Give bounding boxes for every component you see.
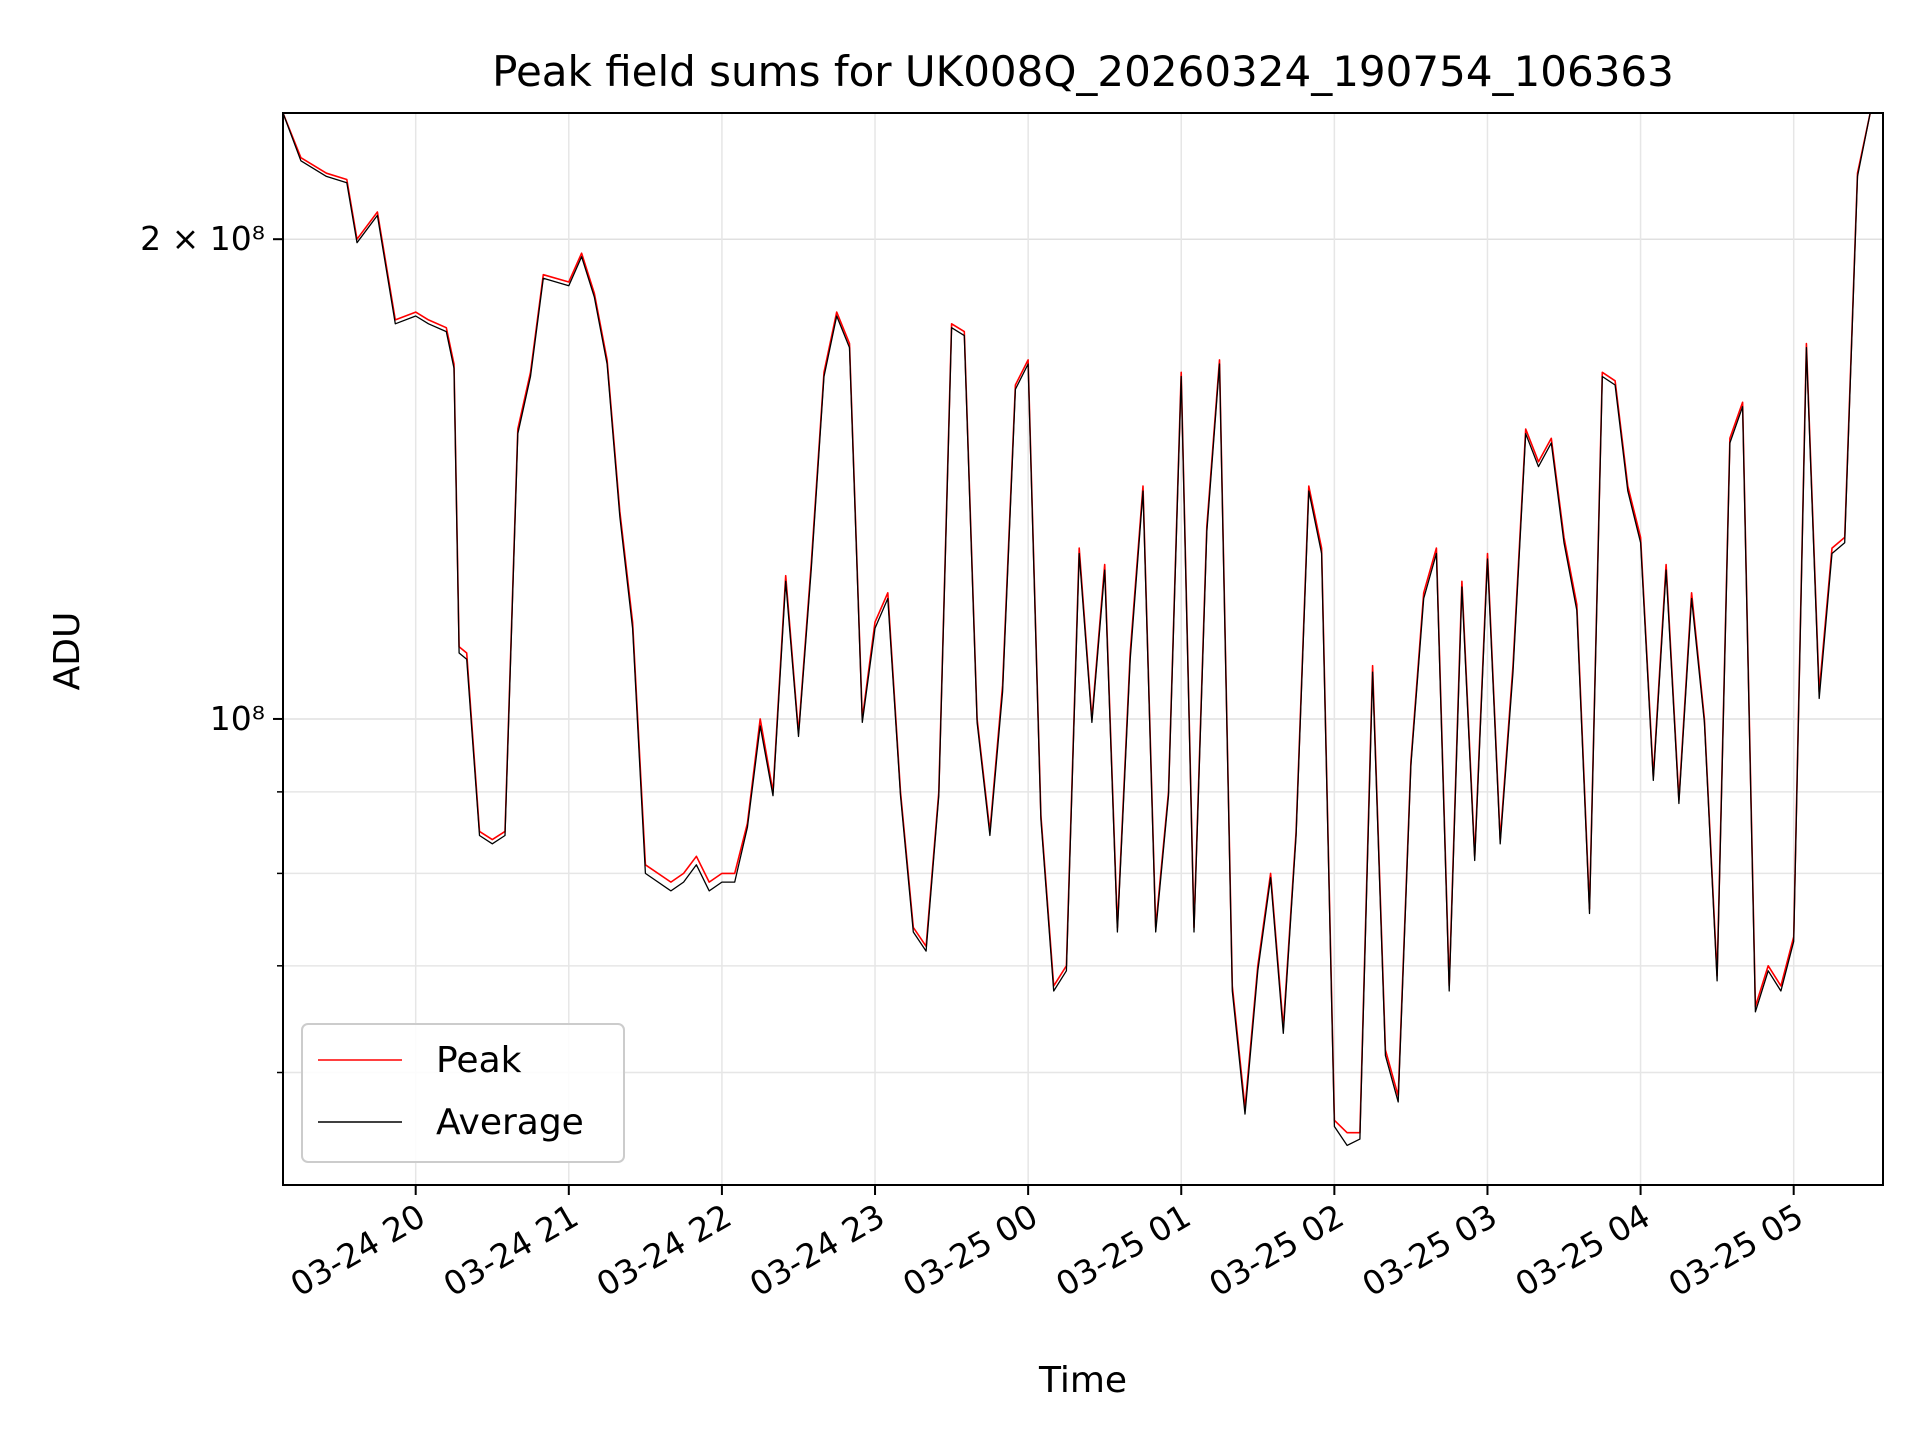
x-axis-label: Time: [1038, 1360, 1127, 1401]
grid-lines: [283, 113, 1883, 1185]
y-axis-ticks: 2 × 10⁸ 10⁸: [140, 219, 283, 1074]
legend: Peak Average: [301, 1023, 625, 1163]
y-tick-label: 10⁸: [210, 699, 265, 738]
chart-title: Peak field sums for UK008Q_20260324_1907…: [492, 47, 1674, 96]
series-line-average: [283, 113, 1883, 1147]
y-axis-label: ADU: [47, 612, 88, 691]
legend-box: [301, 1023, 625, 1163]
plot-series: [283, 113, 1883, 1147]
legend-label-peak: Peak: [436, 1040, 522, 1081]
y-tick-label: 2 × 10⁸: [140, 219, 265, 258]
plot-area-frame: [282, 112, 1884, 1186]
legend-label-average: Average: [436, 1102, 584, 1143]
